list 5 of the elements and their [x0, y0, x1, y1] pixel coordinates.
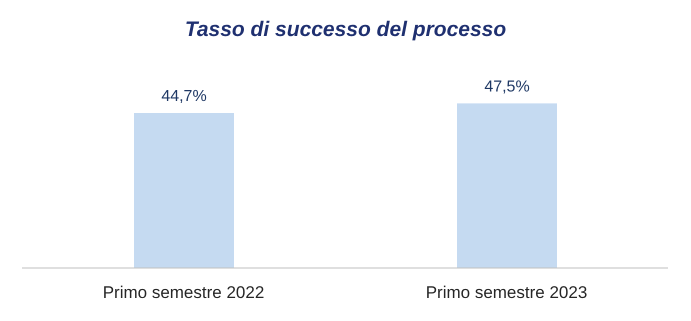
x-tick-label: Primo semestre 2023: [426, 283, 588, 302]
chart-title: Tasso di successo del processo: [184, 18, 508, 42]
data-label: 44,7%: [161, 88, 207, 106]
x-tick-label: Primo semestre 2022: [102, 283, 264, 302]
data-label: 47,5%: [484, 78, 530, 96]
